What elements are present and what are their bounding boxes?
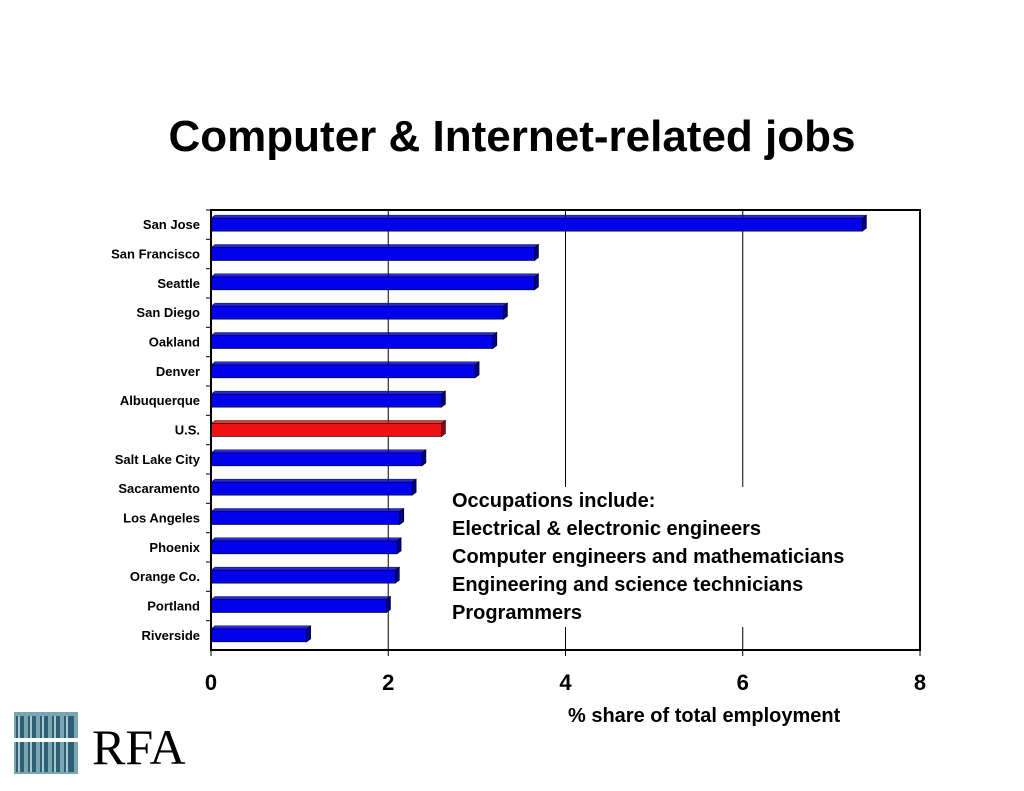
bar-front: [210, 335, 494, 349]
bar-top: [210, 244, 540, 248]
bar-front: [210, 423, 442, 437]
bar: [210, 537, 403, 555]
bar-front: [210, 393, 442, 408]
x-tick-label: 6: [737, 670, 749, 695]
bar-front: [210, 599, 387, 613]
bar-side: [441, 419, 446, 438]
bar: [210, 302, 509, 320]
bar-front: [210, 481, 413, 496]
category-label: Albuquerque: [120, 393, 200, 408]
bar: [210, 595, 392, 614]
category-label: U.S.: [175, 423, 200, 438]
bar-top: [210, 508, 405, 512]
category-label: San Francisco: [111, 247, 200, 262]
bar: [210, 390, 447, 408]
category-label: Portland: [147, 599, 200, 614]
bar-top: [210, 566, 401, 571]
bar: [210, 507, 405, 526]
bar-top: [210, 361, 481, 366]
category-label: Denver: [156, 364, 200, 379]
category-label: Oakland: [149, 335, 200, 350]
bar-front: [210, 628, 308, 643]
bar-side: [386, 595, 391, 614]
bar-side: [534, 273, 539, 291]
note-heading: Occupations include:: [452, 490, 656, 512]
bar-front: [210, 511, 401, 525]
bar: [210, 243, 540, 262]
bar-side: [399, 507, 405, 526]
bar: [210, 566, 401, 584]
bar-side: [411, 478, 417, 496]
bar: [210, 361, 481, 379]
bar-side: [474, 361, 480, 379]
bar: [210, 273, 540, 291]
chart-title: Computer & Internet-related jobs: [168, 112, 856, 161]
bar-front: [210, 276, 535, 291]
bar-side: [534, 243, 539, 262]
category-label: Los Angeles: [123, 511, 200, 526]
x-tick-label: 4: [559, 670, 572, 695]
category-label: San Diego: [136, 305, 200, 320]
x-tick-label: 0: [205, 670, 217, 695]
bar: [210, 331, 498, 350]
bar-top: [210, 420, 447, 424]
bar-top: [210, 596, 392, 600]
bar-top: [210, 390, 447, 395]
category-label: Riverside: [141, 628, 200, 643]
bar-top: [210, 332, 498, 336]
bar-side: [396, 537, 402, 555]
bar-front: [210, 217, 863, 232]
bar-top: [210, 478, 418, 483]
bar-front: [210, 569, 396, 584]
bar-side: [503, 302, 508, 320]
bar-side: [862, 214, 867, 232]
logo-text: RFA: [92, 719, 186, 775]
x-tick-label: 8: [914, 670, 926, 695]
note-item: Electrical & electronic engineers: [452, 518, 762, 540]
x-tick-labels: 0 2 4 6 8: [205, 650, 926, 695]
bar-side: [492, 331, 498, 350]
bar-front: [210, 452, 423, 467]
category-label: Seattle: [157, 276, 200, 291]
occupations-note: Occupations include: Electrical & electr…: [452, 487, 851, 627]
note-item: Programmers: [452, 602, 583, 624]
bar-front: [210, 247, 535, 261]
bar-side: [395, 566, 400, 584]
category-label: Sacaramento: [118, 481, 200, 496]
note-item: Computer engineers and mathematicians: [452, 546, 845, 568]
bar: [210, 419, 447, 438]
bar: [210, 478, 418, 496]
bar-top: [210, 537, 403, 542]
bar-side: [441, 390, 446, 408]
bar-top: [210, 302, 509, 307]
bar: [210, 625, 312, 643]
bar-top: [210, 625, 312, 630]
bar-front: [210, 305, 504, 320]
bar: [210, 449, 427, 467]
bar-side: [421, 449, 427, 467]
bar-side: [306, 625, 312, 643]
note-item: Engineering and science technicians: [452, 574, 804, 596]
bar-front: [210, 540, 398, 555]
bar: [210, 214, 868, 232]
bar-top: [210, 214, 868, 219]
category-label: Phoenix: [149, 540, 200, 555]
x-axis-label: % share of total employment: [568, 705, 841, 727]
category-label: Orange Co.: [130, 569, 200, 584]
category-label: San Jose: [143, 217, 200, 232]
bars-group: [210, 214, 868, 643]
building-columns-icon: [14, 712, 78, 774]
x-tick-label: 2: [382, 670, 394, 695]
category-label: Salt Lake City: [115, 452, 201, 467]
bar-front: [210, 364, 476, 379]
category-labels: San Jose San Francisco Seattle San Diego Oak…: [111, 209, 211, 643]
bar-top: [210, 273, 540, 278]
bar-top: [210, 449, 427, 454]
